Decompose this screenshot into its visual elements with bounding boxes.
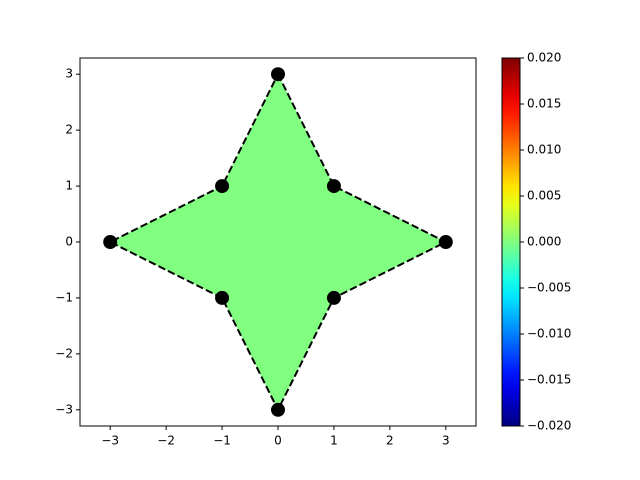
x-tick-label: −2 xyxy=(157,434,175,448)
y-tick-label: −1 xyxy=(55,290,73,304)
y-tick-label: 1 xyxy=(65,179,73,193)
x-tick-label: −3 xyxy=(101,434,119,448)
y-tick-label: −3 xyxy=(55,402,73,416)
x-tick-label: −1 xyxy=(213,434,231,448)
vertex-point xyxy=(326,290,341,305)
vertex-point xyxy=(326,179,341,194)
vertex-point xyxy=(271,402,285,417)
y-tick-label: 0 xyxy=(65,235,73,249)
vertex-point xyxy=(215,290,230,305)
y-tick-label: 3 xyxy=(65,67,73,81)
colorbar-tick-label: 0.005 xyxy=(527,189,561,203)
colorbar-tick-label: −0.010 xyxy=(527,327,571,341)
x-tick-label: 3 xyxy=(442,434,450,448)
vertex-point xyxy=(215,179,230,194)
y-tick-label: −2 xyxy=(55,346,73,360)
colorbar-tick-label: 0.010 xyxy=(527,143,561,157)
vertex-point xyxy=(438,235,453,249)
field xyxy=(110,74,446,410)
x-tick-label: 0 xyxy=(274,434,282,448)
x-tick-label: 1 xyxy=(330,434,338,448)
colorbar-tick-label: −0.020 xyxy=(527,419,571,433)
colorbar-tick-label: 0.020 xyxy=(527,51,561,65)
colorbar xyxy=(501,57,521,427)
y-tick-label: 2 xyxy=(65,123,73,137)
vertex-point xyxy=(103,235,118,249)
vertex-point xyxy=(271,67,285,82)
colorbar-tick-label: 0.015 xyxy=(527,97,561,111)
colorbar-tick-label: −0.005 xyxy=(527,281,571,295)
colorbar-tick-label: 0.000 xyxy=(527,235,561,249)
x-tick-label: 2 xyxy=(386,434,394,448)
colorbar-tick-label: −0.015 xyxy=(527,373,571,387)
